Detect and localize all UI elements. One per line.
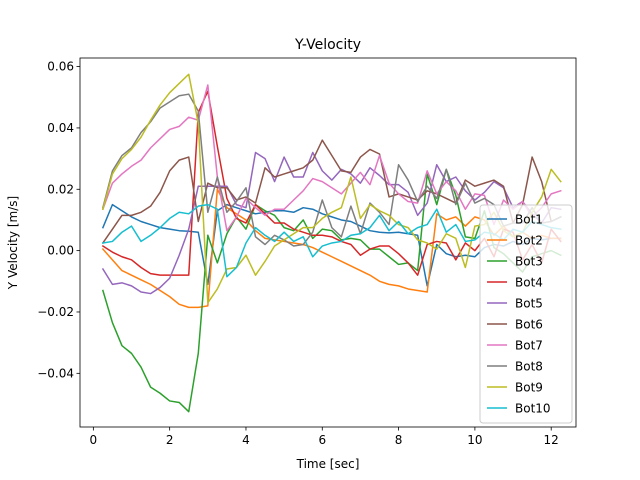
x-tick-label: 6 [318,433,326,447]
y-tick-label: 0.02 [47,182,74,196]
y-tick-label: 0.04 [47,121,74,135]
series-line-bot5 [101,151,562,295]
x-tick-label: 8 [395,433,403,447]
x-tick-label: 2 [166,433,174,447]
y-axis: −0.04 −0.02 0.00 0.02 0.04 0.06 [37,60,80,380]
x-tick-label: 0 [90,433,98,447]
y-axis-label: Y Velocity [m/s] [6,196,20,290]
x-axis: 0 2 4 6 8 10 12 [90,427,559,447]
legend-label-bot3: Bot3 [515,255,543,269]
legend-label-bot8: Bot8 [515,360,543,374]
legend-label-bot4: Bot4 [515,276,543,290]
chart-title: Y-Velocity [294,37,361,53]
legend: Bot1 Bot2 Bot3 Bot4 Bot5 Bot6 Bot7 Bot8 Bot9 Bot1… [479,204,573,424]
legend-label-bot6: Bot6 [515,318,543,332]
x-tick-label: 10 [467,433,482,447]
legend-label-bot5: Bot5 [515,297,543,311]
plot-frame [79,57,577,428]
y-tick-label: −0.04 [37,366,74,380]
x-tick-label: 4 [242,433,250,447]
legend-label-bot2: Bot2 [515,234,543,248]
x-tick-label: 12 [544,433,559,447]
y-tick-label: −0.02 [37,305,74,319]
legend-label-bot9: Bot9 [515,381,543,395]
y-tick-label: 0.00 [47,244,74,258]
y-tick-label: 0.06 [47,60,74,74]
series-line-bot6 [101,139,562,245]
x-axis-label: Time [sec] [296,457,360,471]
legend-label-bot10: Bot10 [515,402,551,416]
legend-label-bot1: Bot1 [515,213,543,227]
legend-label-bot7: Bot7 [515,339,543,353]
series-line-bot8 [101,93,562,247]
series-line-bot7 [101,84,562,232]
legend-box [479,204,573,424]
